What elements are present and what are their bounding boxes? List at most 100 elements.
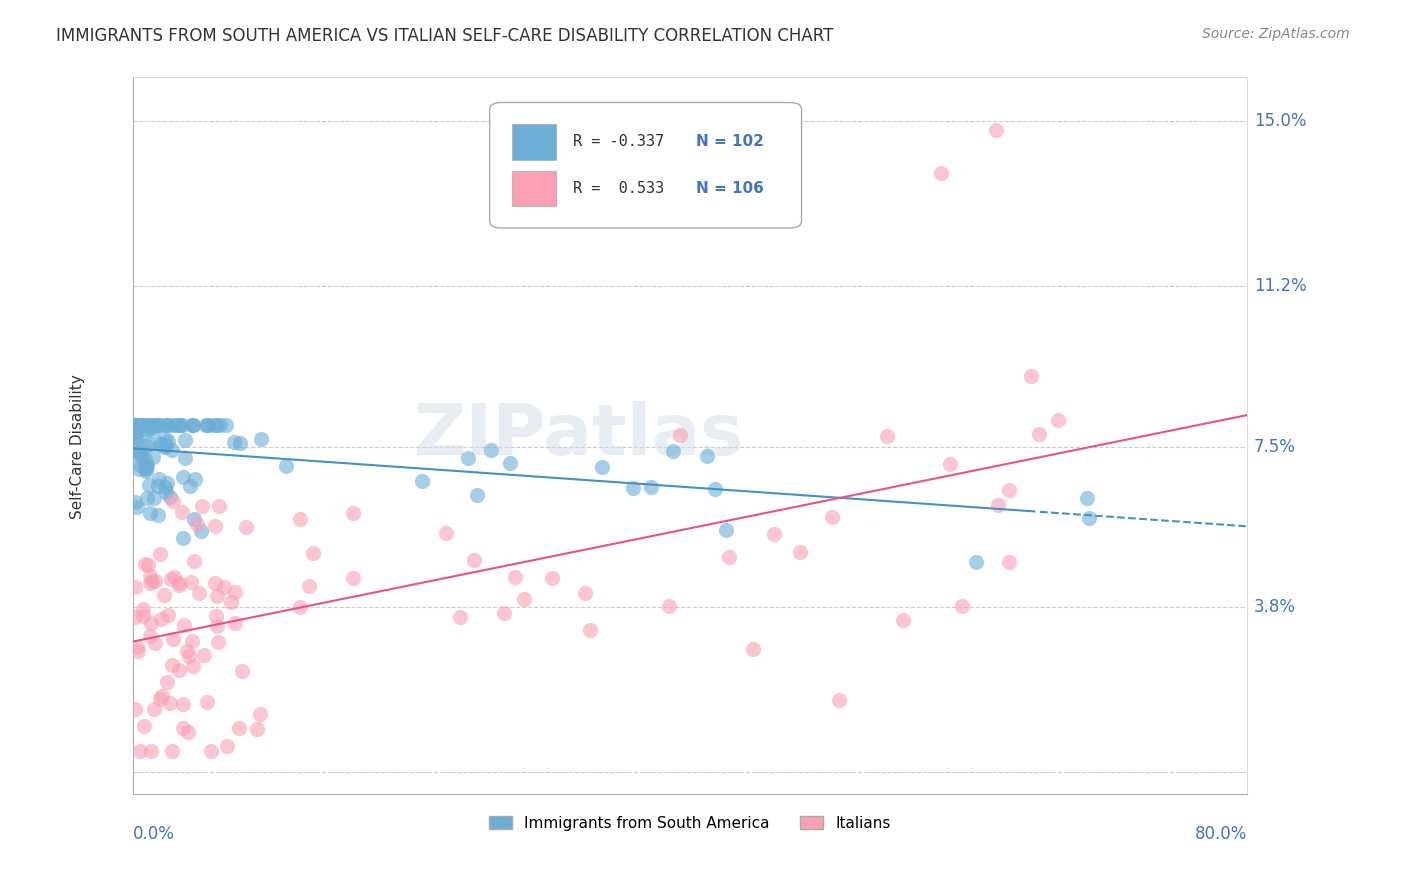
Point (136, 417, 159, 432)
Point (139, 630, 162, 644)
Point (156, 417, 179, 432)
Point (219, 595, 242, 609)
Point (1076, 491, 1098, 505)
Point (449, 609, 471, 624)
Point (136, 423, 159, 437)
Point (298, 579, 321, 593)
Text: IMMIGRANTS FROM SOUTH AMERICA VS ITALIAN SELF-CARE DISABILITY CORRELATION CHART: IMMIGRANTS FROM SOUTH AMERICA VS ITALIAN… (56, 27, 834, 45)
Point (125, 433, 148, 447)
Point (125, 417, 148, 432)
Point (134, 557, 156, 571)
Point (135, 464, 157, 478)
Point (156, 675, 179, 690)
Point (717, 549, 740, 564)
Point (167, 663, 190, 677)
Point (157, 417, 180, 432)
Point (191, 500, 214, 514)
Point (135, 438, 157, 452)
Point (143, 574, 166, 588)
Point (950, 599, 973, 613)
Point (124, 580, 146, 594)
Point (998, 483, 1021, 498)
Point (540, 571, 562, 585)
Point (124, 610, 146, 624)
Point (183, 472, 205, 486)
Point (821, 510, 844, 524)
Point (274, 458, 297, 473)
Point (212, 580, 235, 594)
Point (965, 555, 987, 569)
Point (250, 432, 273, 446)
Point (156, 608, 179, 623)
Point (492, 607, 515, 621)
Text: N = 106: N = 106 (696, 181, 763, 196)
Point (231, 664, 253, 678)
Point (224, 584, 246, 599)
Point (153, 588, 176, 602)
Point (142, 702, 165, 716)
Point (183, 511, 205, 525)
Point (139, 506, 162, 520)
Point (986, 122, 1008, 136)
Point (249, 707, 271, 722)
Point (136, 417, 159, 432)
Point (215, 417, 238, 432)
Point (579, 623, 602, 637)
Point (180, 634, 202, 648)
Point (205, 417, 228, 432)
Point (172, 697, 194, 711)
Point (290, 599, 312, 614)
Point (479, 443, 502, 458)
Point (170, 417, 193, 432)
Point (209, 417, 232, 432)
Point (891, 613, 914, 627)
Point (512, 591, 534, 606)
Point (160, 658, 183, 673)
Point (129, 744, 152, 758)
Point (134, 452, 156, 467)
Point (173, 618, 195, 632)
Point (150, 612, 173, 626)
Point (200, 744, 222, 758)
Point (127, 417, 149, 432)
Point (181, 417, 204, 432)
Point (696, 449, 718, 463)
Point (172, 721, 194, 735)
Point (457, 451, 479, 466)
Legend: Immigrants from South America, Italians: Immigrants from South America, Italians (484, 809, 897, 837)
Point (155, 485, 177, 500)
Point (987, 498, 1010, 512)
Point (998, 555, 1021, 569)
Point (172, 470, 194, 484)
FancyBboxPatch shape (512, 124, 557, 160)
Point (173, 433, 195, 447)
Point (828, 693, 851, 707)
Point (197, 417, 219, 432)
Point (149, 437, 172, 451)
Point (204, 575, 226, 590)
Point (162, 493, 184, 508)
Point (128, 445, 150, 459)
Point (662, 444, 685, 458)
Point (503, 570, 526, 584)
Point (187, 586, 209, 600)
Point (127, 640, 149, 654)
Point (141, 574, 163, 589)
Point (301, 546, 323, 560)
Point (163, 570, 186, 584)
Point (342, 506, 364, 520)
Point (1028, 427, 1050, 442)
Text: R =  0.533: R = 0.533 (574, 181, 665, 196)
Point (183, 554, 205, 568)
Point (138, 477, 160, 491)
Point (135, 461, 157, 475)
Point (138, 437, 160, 451)
Point (208, 499, 231, 513)
Point (127, 644, 149, 658)
Point (217, 739, 239, 753)
Point (142, 450, 165, 464)
Point (190, 524, 212, 538)
Point (160, 744, 183, 758)
Point (159, 490, 181, 504)
Point (465, 488, 488, 502)
